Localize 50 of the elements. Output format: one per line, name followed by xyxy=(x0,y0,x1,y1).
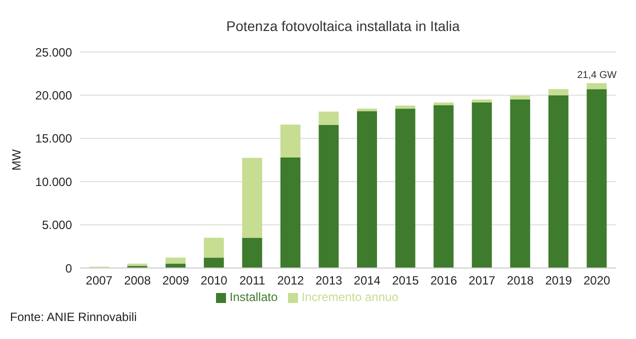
chart-title: Potenza fotovoltaica installata in Italia xyxy=(225,17,461,36)
bar xyxy=(166,258,186,264)
bar xyxy=(510,96,530,100)
bar xyxy=(166,264,186,268)
bar xyxy=(280,124,300,158)
y-tick-label: 20.000 xyxy=(35,88,72,102)
bar xyxy=(586,83,607,90)
x-tick-label: 2020 xyxy=(584,274,611,288)
bar xyxy=(357,111,377,268)
legend-label: Installato xyxy=(230,290,278,304)
x-tick-label: 2010 xyxy=(200,274,228,288)
x-tick-label: 2018 xyxy=(506,274,534,288)
bar xyxy=(318,112,339,126)
x-tick-label: 2015 xyxy=(392,274,420,288)
bar xyxy=(204,238,224,258)
annotation: 21,4 GW xyxy=(577,70,618,82)
bar xyxy=(472,102,492,268)
x-tick-label: 2013 xyxy=(316,274,343,288)
y-tick-label: 10.000 xyxy=(35,174,72,189)
bar xyxy=(357,108,377,112)
legend-label: Incremento annuo xyxy=(302,290,398,304)
x-tick-label: 2011 xyxy=(239,274,266,288)
bar xyxy=(434,105,454,268)
bar xyxy=(242,158,262,238)
bar xyxy=(204,258,224,268)
x-tick-label: 2014 xyxy=(354,274,381,288)
bar xyxy=(472,100,492,103)
bar xyxy=(395,106,416,109)
x-tick-label: 2019 xyxy=(545,274,572,288)
bar xyxy=(434,102,454,106)
x-tick-label: 2012 xyxy=(277,274,304,288)
bar xyxy=(395,108,416,268)
x-tick-label: 2017 xyxy=(468,274,496,288)
bar xyxy=(280,157,300,268)
bar xyxy=(318,125,339,268)
source-note: Fonte: ANIE Rinnovabili xyxy=(9,310,138,324)
y-axis-title: MW xyxy=(9,148,24,171)
bar xyxy=(548,89,568,96)
bar xyxy=(510,100,530,268)
y-tick-label: 25.000 xyxy=(35,45,72,60)
y-tick-label: 15.000 xyxy=(35,132,72,146)
x-tick-label: 2008 xyxy=(124,274,152,288)
y-tick-label: 5.000 xyxy=(42,218,72,232)
bar xyxy=(586,89,607,268)
x-tick-label: 2016 xyxy=(430,274,458,288)
bar xyxy=(242,238,262,268)
x-tick-label: 2009 xyxy=(162,274,190,288)
y-tick-label: 0 xyxy=(65,261,72,276)
bar xyxy=(548,95,568,268)
x-tick-label: 2007 xyxy=(86,274,113,288)
